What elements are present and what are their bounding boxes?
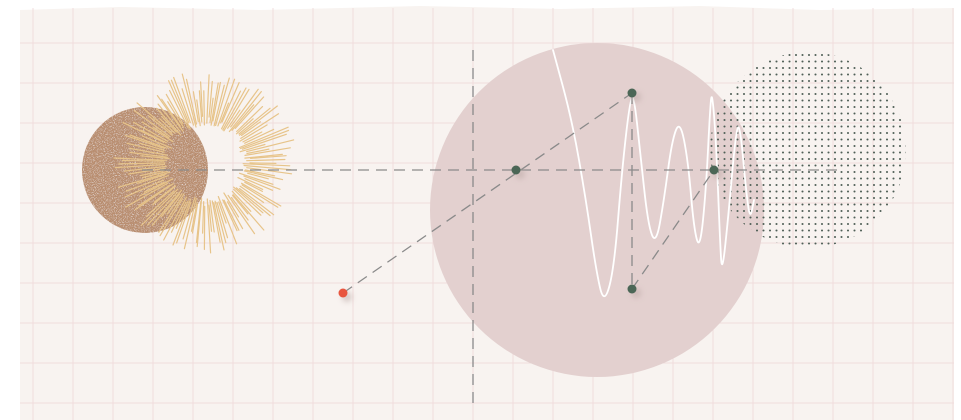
diagonal-dashed-line — [342, 92, 633, 294]
node — [627, 88, 637, 98]
short-diagonal-dashed-line — [631, 169, 715, 290]
wave-icon — [552, 49, 755, 298]
node — [511, 165, 521, 175]
node — [709, 165, 719, 175]
node — [627, 284, 637, 294]
sun-rays-icon — [113, 73, 295, 254]
large-circle — [430, 43, 764, 377]
accent-node — [338, 288, 348, 298]
dashed-guides — [142, 50, 840, 410]
